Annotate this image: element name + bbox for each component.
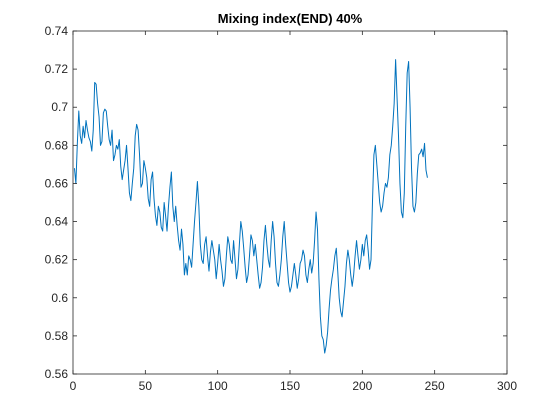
y-tick-label: 0.58 bbox=[45, 329, 69, 343]
y-tick-label: 0.66 bbox=[45, 176, 69, 190]
x-tick-label: 200 bbox=[352, 379, 372, 393]
y-tick-label: 0.68 bbox=[45, 138, 69, 152]
x-tick-label: 100 bbox=[208, 379, 228, 393]
x-tick-label: 150 bbox=[280, 379, 300, 393]
y-tick-label: 0.64 bbox=[45, 215, 69, 229]
y-tick-label: 0.74 bbox=[45, 24, 69, 38]
x-tick-label: 300 bbox=[497, 379, 517, 393]
axes-layer: 0 50 100 150 200 250 300 0.56 0.58 0.6 0.62 0.64 0.6… bbox=[45, 24, 518, 393]
y-tick-label: 0.6 bbox=[51, 291, 68, 305]
plot-area bbox=[73, 31, 507, 374]
y-tick-label: 0.56 bbox=[45, 367, 69, 381]
y-tick-label: 0.62 bbox=[45, 253, 69, 267]
x-tick-label: 0 bbox=[70, 379, 77, 393]
x-tick-label: 50 bbox=[139, 379, 153, 393]
series-line-0 bbox=[73, 59, 428, 354]
x-tick-label: 250 bbox=[425, 379, 445, 393]
chart-title: Mixing index(END) 40% bbox=[218, 11, 363, 26]
y-tick-label: 0.7 bbox=[51, 100, 68, 114]
y-tick-label: 0.72 bbox=[45, 62, 69, 76]
series-layer bbox=[73, 59, 428, 354]
